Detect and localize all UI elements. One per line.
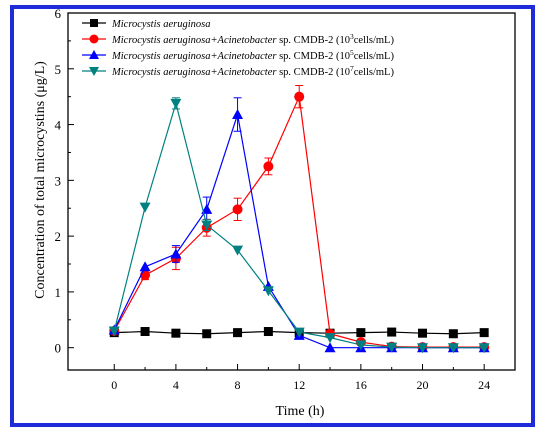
data-point xyxy=(478,343,490,354)
data-point xyxy=(324,342,336,353)
y-tick-label: 4 xyxy=(55,118,62,133)
data-point xyxy=(294,91,305,102)
y-tick-label: 6 xyxy=(55,6,62,21)
series-2 xyxy=(109,85,490,353)
legend-marker xyxy=(89,67,99,76)
data-point xyxy=(201,220,213,231)
data-point xyxy=(417,343,429,354)
plot-area xyxy=(67,12,516,371)
x-tick-label: 0 xyxy=(111,378,117,392)
legend-item-4: Microcystis aeruginosa+Acinetobacter sp.… xyxy=(82,64,394,78)
data-point xyxy=(139,261,151,272)
x-tick-label: 8 xyxy=(235,378,241,392)
y-tick-label: 0 xyxy=(55,341,62,356)
x-tick-label: 24 xyxy=(478,378,490,392)
x-axis-label: Time (h) xyxy=(276,404,325,419)
legend-item-1: Microcystis aeruginosa xyxy=(82,19,210,30)
data-point xyxy=(263,161,274,172)
data-point xyxy=(448,329,458,339)
legend-label: Microcystis aeruginosa+Acinetobacter sp.… xyxy=(111,32,394,46)
data-point xyxy=(108,326,120,337)
legend: Microcystis aeruginosa Microcystis aerugi… xyxy=(82,19,394,78)
legend-label: Microcystis aeruginosa+Acinetobacter sp.… xyxy=(111,48,394,62)
legend-item-3: Microcystis aeruginosa+Acinetobacter sp.… xyxy=(82,48,394,62)
data-point xyxy=(233,328,243,338)
data-point xyxy=(201,203,213,214)
y-axis-label: Concentration of total microcystins (μg/… xyxy=(33,61,48,299)
data-point xyxy=(447,343,459,354)
data-point xyxy=(232,109,244,120)
data-point xyxy=(232,245,244,256)
legend-item-2: Microcystis aeruginosa+Acinetobacter sp.… xyxy=(82,32,394,46)
data-point xyxy=(418,328,428,338)
series-4 xyxy=(108,97,490,354)
data-point xyxy=(171,328,181,338)
x-tick-label: 4 xyxy=(173,378,179,392)
y-tick-label: 1 xyxy=(55,285,62,300)
data-point xyxy=(479,328,489,338)
legend-marker xyxy=(90,19,98,27)
data-point xyxy=(139,202,151,213)
data-point xyxy=(262,286,274,297)
y-tick-label: 3 xyxy=(55,173,62,188)
x-tick-label: 20 xyxy=(417,378,429,392)
legend-marker xyxy=(89,50,99,59)
legend-label: Microcystis aeruginosa xyxy=(111,19,210,30)
legend-label: Microcystis aeruginosa+Acinetobacter sp.… xyxy=(111,64,394,78)
data-point xyxy=(170,98,182,109)
data-point xyxy=(386,342,398,353)
x-tick-label: 16 xyxy=(355,378,367,392)
series-line xyxy=(113,114,485,349)
data-point xyxy=(202,329,212,339)
data-point xyxy=(263,327,273,337)
data-point xyxy=(170,248,182,259)
figure-border xyxy=(10,5,535,427)
data-point xyxy=(324,333,336,344)
data-point xyxy=(293,327,305,338)
series-line xyxy=(113,94,485,348)
data-point xyxy=(355,340,367,351)
data-point xyxy=(232,204,243,215)
data-point xyxy=(387,327,397,337)
legend-marker xyxy=(89,34,99,44)
data-point xyxy=(140,327,150,337)
x-tick-label: 12 xyxy=(293,378,305,392)
series-line xyxy=(113,101,485,349)
y-tick-label: 5 xyxy=(55,62,62,77)
y-tick-label: 2 xyxy=(55,229,62,244)
series-layer xyxy=(108,85,490,354)
data-point xyxy=(356,328,366,338)
